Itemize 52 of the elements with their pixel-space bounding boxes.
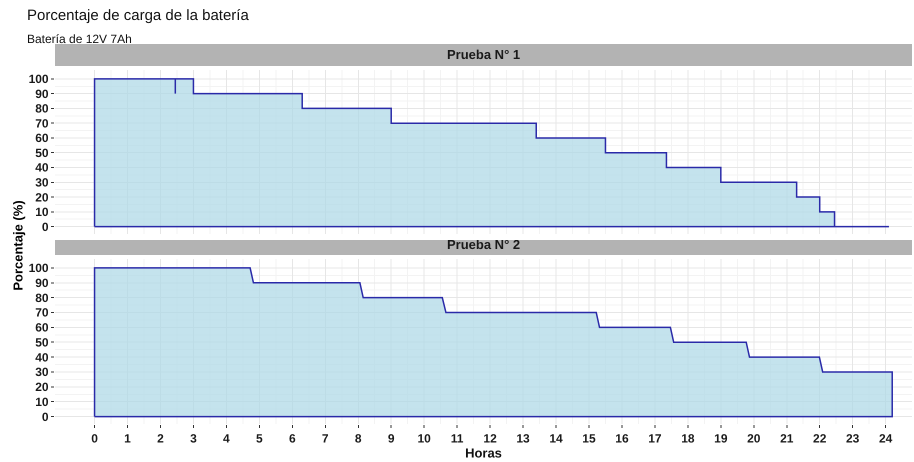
y-tick-label: 70	[35, 306, 49, 320]
y-tick-label: 20	[35, 380, 49, 394]
x-tick-label: 19	[714, 431, 728, 446]
chart-title: Prueba N° 1	[447, 47, 520, 62]
x-tick-label: 13	[516, 431, 530, 446]
x-tick-label: 7	[322, 431, 329, 446]
x-tick-label: 15	[582, 431, 596, 446]
x-tick-label: 4	[223, 431, 230, 446]
x-tick-label: 23	[846, 431, 860, 446]
x-tick-label: 9	[388, 431, 395, 446]
y-tick-label: 90	[35, 276, 49, 290]
x-tick-label: 21	[780, 431, 794, 446]
x-tick-label: 18	[681, 431, 695, 446]
y-tick-label: 10	[35, 205, 49, 220]
x-tick-label: 1	[124, 431, 132, 446]
x-axis-title: Horas	[465, 445, 502, 460]
x-tick-label: 10	[417, 431, 432, 446]
x-tick-label: 11	[450, 431, 464, 446]
y-tick-label: 40	[35, 160, 49, 175]
y-tick-label: 60	[35, 320, 49, 335]
y-tick-label: 40	[35, 350, 49, 364]
x-tick-label: 24	[878, 431, 893, 446]
y-tick-label: 0	[42, 220, 49, 234]
x-tick-label: 14	[549, 431, 564, 446]
x-tick-label: 5	[256, 431, 264, 446]
x-tick-label: 8	[354, 431, 362, 446]
y-tick-label: 80	[35, 290, 49, 305]
x-tick-label: 3	[190, 431, 198, 446]
x-tick-label: 16	[615, 431, 629, 446]
x-tick-label: 20	[747, 431, 761, 446]
y-tick-label: 100	[28, 72, 49, 86]
y-tick-label: 10	[35, 394, 49, 409]
y-tick-label: 60	[35, 131, 49, 146]
x-tick-label: 0	[91, 431, 98, 446]
y-tick-label: 100	[28, 261, 49, 276]
text: Porcentaje de carga de la batería	[27, 7, 250, 24]
x-tick-label: 6	[288, 431, 296, 446]
y-tick-label: 30	[35, 365, 49, 380]
y-axis-title: Porcentaje (%)	[10, 200, 26, 290]
x-tick-label: 22	[813, 431, 827, 446]
y-tick-label: 30	[35, 175, 49, 190]
x-tick-label: 12	[483, 431, 498, 446]
y-tick-label: 50	[35, 335, 49, 350]
x-tick-label: 17	[648, 431, 662, 446]
y-tick-label: 70	[35, 116, 49, 130]
y-tick-label: 20	[35, 190, 49, 204]
y-tick-label: 50	[35, 146, 49, 160]
text: Batería de 12V 7Ah	[27, 32, 132, 46]
y-tick-label: 90	[35, 86, 49, 101]
y-tick-label: 80	[35, 102, 49, 116]
x-tick-label: 2	[157, 431, 164, 446]
y-tick-label: 0	[42, 410, 49, 424]
